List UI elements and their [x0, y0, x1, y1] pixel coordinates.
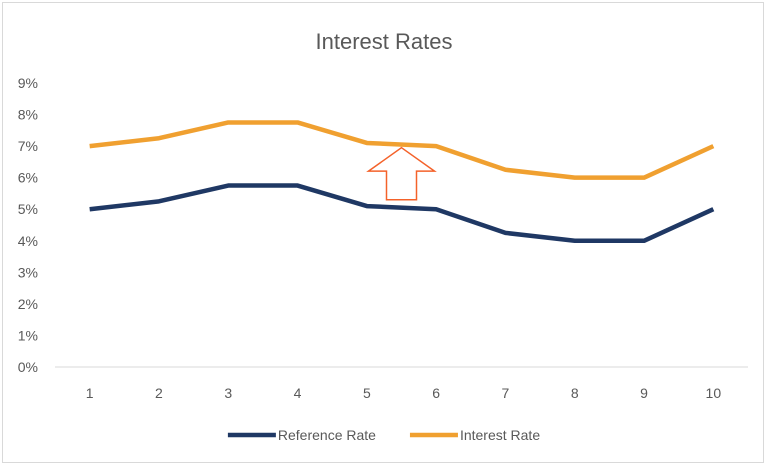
x-tick-label: 3	[224, 385, 232, 401]
x-tick-label: 6	[432, 385, 440, 401]
x-tick-label: 8	[571, 385, 579, 401]
y-tick-label: 8%	[18, 107, 38, 123]
chart-title: Interest Rates	[316, 29, 453, 54]
x-tick-label: 2	[155, 385, 163, 401]
y-tick-label: 3%	[18, 264, 38, 280]
series-line-interest-rate	[89, 120, 715, 180]
series-lines	[89, 120, 715, 244]
y-tick-label: 6%	[18, 170, 38, 186]
up-arrow-annotation	[366, 146, 437, 201]
x-tick-label: 7	[502, 385, 510, 401]
x-tick-label: 1	[86, 385, 94, 401]
x-tick-label: 5	[363, 385, 371, 401]
legend-label: Interest Rate	[460, 427, 540, 443]
x-tick-label: 4	[294, 385, 302, 401]
x-tick-label: 9	[640, 385, 648, 401]
x-tick-label: 10	[706, 385, 722, 401]
y-tick-label: 5%	[18, 201, 38, 217]
annotations	[366, 146, 437, 201]
y-tick-label: 7%	[18, 138, 38, 154]
legend: Reference Rate Interest Rate	[227, 427, 540, 443]
chart-frame	[2, 2, 764, 463]
y-tick-label: 0%	[18, 359, 38, 375]
y-tick-label: 4%	[18, 233, 38, 249]
series-line-reference-rate	[89, 183, 715, 244]
x-axis-tick-labels: 1 2 3 4 5 6 7 8 9 10	[86, 385, 722, 401]
legend-label: Reference Rate	[278, 427, 376, 443]
y-tick-label: 9%	[18, 75, 38, 91]
y-tick-label: 1%	[18, 327, 38, 343]
y-tick-label: 2%	[18, 296, 38, 312]
y-axis-tick-labels: 0% 1% 2% 3% 4% 5% 6% 7% 8% 9%	[18, 75, 38, 375]
